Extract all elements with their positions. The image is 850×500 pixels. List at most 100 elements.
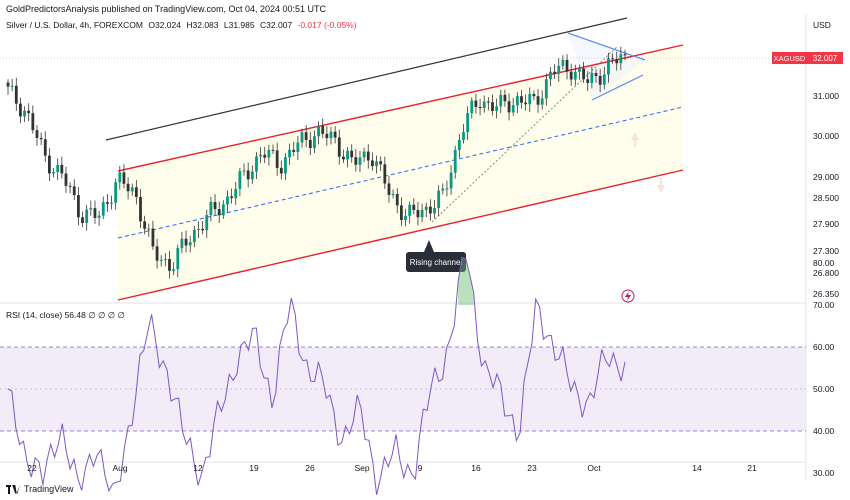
price-axis-label: 27.300 <box>813 246 839 256</box>
price-axis-label: 26.350 <box>813 289 839 299</box>
time-axis-label: 23 <box>527 463 537 473</box>
candle <box>420 203 424 223</box>
candle <box>395 188 399 214</box>
candle <box>35 125 39 146</box>
triangle-lower-line[interactable] <box>591 74 644 101</box>
candle <box>536 89 540 113</box>
price-axis-label: 30.000 <box>813 131 839 141</box>
candle <box>445 180 449 197</box>
candle <box>230 188 234 204</box>
candle <box>433 200 436 219</box>
candle <box>300 128 304 148</box>
price-axis-label: 29.000 <box>813 172 839 182</box>
time-axis-label: Oct <box>587 463 601 473</box>
candle <box>192 225 196 248</box>
candle <box>14 77 18 112</box>
candle <box>387 175 391 203</box>
triangle-upper-line[interactable] <box>567 32 646 61</box>
candle <box>242 163 246 176</box>
candle <box>549 67 552 87</box>
candle <box>118 165 122 190</box>
candle <box>466 106 470 141</box>
candle <box>23 106 26 122</box>
candles-layer <box>6 46 627 279</box>
candle <box>412 198 416 215</box>
candle <box>221 200 225 219</box>
candle <box>85 204 89 231</box>
candle <box>602 66 606 90</box>
footer-brand: TradingView <box>6 484 74 494</box>
candle <box>213 194 217 216</box>
candle <box>573 64 577 86</box>
candle <box>350 144 354 163</box>
rsi-overbought-fill <box>458 257 474 305</box>
candle <box>457 133 461 158</box>
candle <box>155 238 159 269</box>
candle <box>520 89 523 109</box>
rsi-legend[interactable]: RSI (14, close) 56.48 ∅ ∅ ∅ ∅ <box>6 310 125 320</box>
candle <box>105 194 109 212</box>
candle <box>354 149 358 172</box>
candle <box>528 87 532 112</box>
time-axis-label: 14 <box>692 463 702 473</box>
channel-upper-line[interactable] <box>117 44 684 172</box>
candle <box>184 230 188 253</box>
channel-mid-line[interactable] <box>117 106 684 239</box>
candle <box>321 118 325 138</box>
candle <box>428 199 432 221</box>
candle <box>308 131 312 156</box>
candle <box>64 166 68 193</box>
candle <box>43 131 47 163</box>
symbol-legend[interactable]: Silver / U.S. Dollar, 4h, FOREXCOM O32.0… <box>6 20 360 30</box>
candle <box>279 160 283 180</box>
candle <box>39 132 43 146</box>
candle <box>110 195 113 210</box>
candle <box>366 144 370 169</box>
rising-channel-callout[interactable]: Rising channel <box>406 240 466 272</box>
time-axis-label: 12 <box>193 463 203 473</box>
candle <box>424 202 428 218</box>
candle <box>371 152 374 171</box>
candle <box>151 220 155 250</box>
candle <box>76 187 80 226</box>
tradingview-logo-icon <box>6 484 20 494</box>
price-axis-label: 28.500 <box>813 193 839 203</box>
candle <box>97 210 101 226</box>
price-axis-label: 26.800 <box>813 268 839 278</box>
candle <box>205 209 209 238</box>
candle <box>27 103 31 122</box>
candle <box>134 180 138 205</box>
candle <box>594 69 598 83</box>
candle <box>68 182 72 194</box>
upper-trend-line[interactable] <box>105 17 628 141</box>
candle <box>130 183 134 196</box>
candle <box>615 51 619 71</box>
candle <box>6 79 10 95</box>
candle <box>507 93 511 121</box>
callout-text: Rising channel <box>410 258 463 267</box>
candle <box>482 95 486 113</box>
candle <box>259 147 262 164</box>
price-badge: XAGUSD 32.007 <box>772 52 843 64</box>
candle <box>416 201 420 226</box>
time-axis-label: 16 <box>471 463 481 473</box>
candle <box>408 201 412 224</box>
candle <box>362 147 366 162</box>
candle <box>60 156 64 179</box>
lightning-icon[interactable] <box>621 289 635 303</box>
candle <box>56 158 60 181</box>
candle <box>226 190 229 213</box>
candle <box>478 98 482 116</box>
candle <box>540 90 544 110</box>
candle <box>611 53 614 64</box>
candle <box>143 215 147 235</box>
candle <box>470 97 474 119</box>
channel-lower-line[interactable] <box>117 169 684 301</box>
candle <box>532 90 536 101</box>
callout-pointer <box>424 240 434 252</box>
dotted-trend-line[interactable] <box>431 45 619 223</box>
candle <box>511 97 515 116</box>
rsi-line[interactable] <box>7 256 626 495</box>
rsi-axis-label: 60.00 <box>813 342 835 352</box>
